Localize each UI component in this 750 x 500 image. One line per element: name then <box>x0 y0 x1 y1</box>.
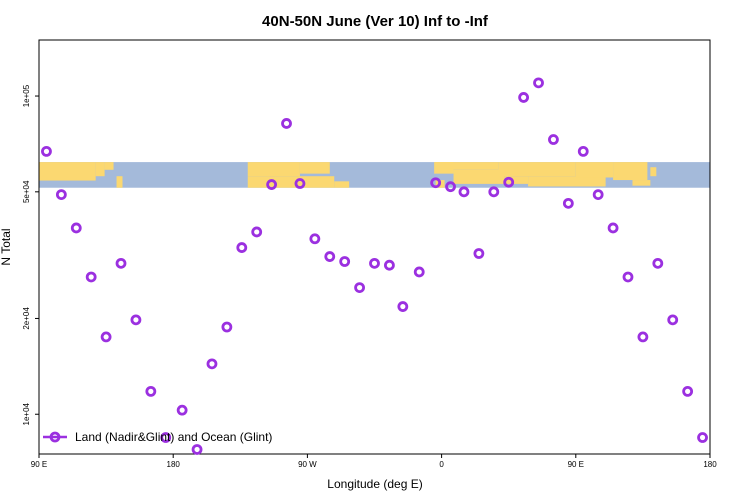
data-point <box>354 282 365 294</box>
data-point <box>41 145 52 157</box>
data-point <box>324 251 336 262</box>
data-point <box>518 92 530 103</box>
map-land <box>498 162 576 177</box>
map-land <box>334 181 350 188</box>
data-point <box>176 404 188 416</box>
data-point <box>637 331 649 343</box>
y-axis-label: N Total <box>0 228 13 265</box>
map-land <box>39 162 96 181</box>
map-land <box>435 162 499 170</box>
data-point <box>682 385 694 397</box>
map-land <box>504 176 529 184</box>
data-point <box>251 226 263 238</box>
map-land <box>575 162 614 178</box>
map-land <box>453 169 505 184</box>
data-point <box>445 181 456 193</box>
data-point <box>145 385 157 397</box>
data-point <box>473 248 485 259</box>
data-point <box>488 186 500 198</box>
data-point <box>309 233 321 245</box>
map-land <box>104 162 114 170</box>
data-point <box>697 432 708 443</box>
map-land <box>528 176 606 187</box>
data-point <box>458 186 470 198</box>
x-tick-label: 90 W <box>298 460 317 469</box>
data-point <box>622 271 634 283</box>
map-land <box>247 176 335 188</box>
data-point <box>115 257 127 269</box>
x-axis: 90 E 180 90 W 0 90 E 180 <box>31 454 717 469</box>
data-point <box>607 222 619 234</box>
data-point <box>236 242 248 253</box>
data-point <box>413 266 425 278</box>
data-point <box>667 314 679 326</box>
y-tick-label: 1e+05 <box>22 84 31 107</box>
y-tick-label: 1e+04 <box>22 402 31 425</box>
world-map-band <box>39 162 710 188</box>
data-point <box>397 301 409 312</box>
data-point <box>160 432 172 443</box>
data-point <box>339 256 351 267</box>
x-tick-label: 90 E <box>31 460 47 469</box>
map-land <box>613 162 648 181</box>
map-land <box>632 180 651 186</box>
y-axis: 1e+04 2e+04 5e+04 1e+05 <box>22 84 39 425</box>
data-point <box>85 271 97 283</box>
data-point <box>562 197 574 209</box>
data-point <box>533 77 544 89</box>
x-tick-label: 0 <box>439 460 444 469</box>
plot-area-frame <box>38 39 711 455</box>
data-point <box>130 314 142 326</box>
x-tick-label: 180 <box>167 460 181 469</box>
y-tick-label: 2e+04 <box>22 307 31 330</box>
data-point <box>430 177 442 189</box>
chart-title: 40N-50N June (Ver 10) Inf to -Inf <box>262 13 489 30</box>
data-point <box>55 189 67 201</box>
map-land <box>247 162 300 177</box>
data-point <box>281 118 292 129</box>
map-land <box>650 167 657 177</box>
data-point <box>266 179 278 190</box>
data-point <box>100 331 112 343</box>
legend-marker-swatch <box>49 431 61 443</box>
y-tick-label: 5e+04 <box>22 180 31 203</box>
data-point <box>503 176 515 188</box>
data-point <box>384 259 395 271</box>
x-tick-label: 90 E <box>568 460 584 469</box>
data-point <box>191 444 203 455</box>
x-axis-label: Longitude (deg E) <box>327 477 422 491</box>
legend: Land (Nadir&Glint) and Ocean (Glint) <box>43 430 272 444</box>
data-point <box>70 222 82 234</box>
data-point <box>652 257 664 269</box>
map-land <box>95 162 105 177</box>
data-points <box>41 77 708 455</box>
x-tick-label: 180 <box>703 460 717 469</box>
legend-label: Land (Nadir&Glint) and Ocean (Glint) <box>75 430 272 444</box>
data-point <box>548 134 559 145</box>
data-point <box>206 358 218 370</box>
data-point <box>369 257 380 269</box>
data-point <box>592 189 604 201</box>
data-point <box>221 321 233 333</box>
map-land <box>116 176 123 188</box>
data-point <box>294 178 306 189</box>
data-point <box>577 145 589 157</box>
map-land <box>299 162 330 174</box>
